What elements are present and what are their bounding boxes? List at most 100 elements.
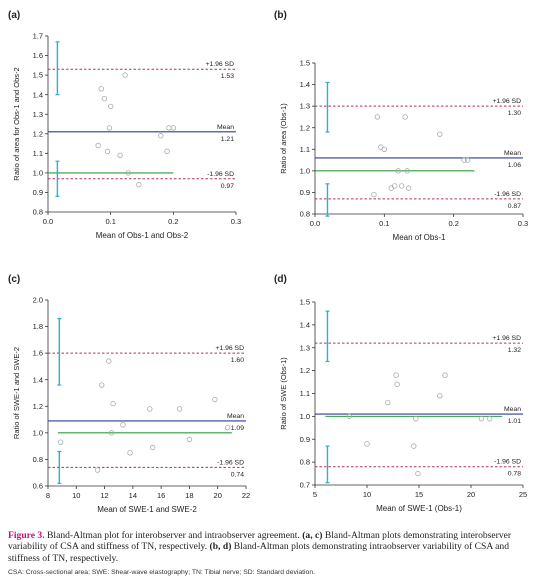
caption-text-1: Bland-Altman plot for interobserver and …	[44, 530, 303, 541]
mean-value: 1.06	[508, 162, 521, 169]
x-tick-label: 0.2	[448, 219, 458, 228]
caption-text-3: Bland-Altman plots demonstrating intraob…	[8, 541, 510, 564]
y-axis-title: Ratio of area for Obs-1 and Obs-2	[12, 67, 21, 180]
y-tick-label: 1.4	[300, 80, 310, 89]
data-point	[487, 415, 493, 422]
data-point	[107, 103, 114, 110]
data-point	[371, 191, 377, 198]
x-tick-label: 0.0	[310, 219, 320, 228]
y-tick-label: 0.7	[300, 481, 310, 490]
upper-sd-value: 1.53	[221, 73, 234, 80]
x-axis-title: Mean of Obs-1	[393, 233, 446, 242]
x-tick-label: 10	[72, 491, 80, 500]
x-axis-title: Mean of Obs-1 and Obs-2	[96, 231, 189, 240]
data-point	[166, 125, 172, 131]
y-tick-label: 1.0	[300, 412, 310, 421]
data-point	[437, 393, 443, 399]
upper-sd-value: 1.60	[231, 357, 244, 364]
y-tick-label: 1.6	[33, 51, 43, 60]
x-tick-label: 12	[100, 491, 108, 500]
data-point	[164, 148, 170, 155]
chart-panel-3: (c) 8 10 12 14 16 18 20 22 0.6 0.8 1.0 1.2 1.4 1.6 1.8 2…	[8, 274, 250, 514]
caption-abbreviations: CSA: Cross-sectional area; SWE: Shear-wa…	[8, 569, 316, 576]
lower-sd-value: 0.74	[231, 471, 244, 478]
data-point	[478, 415, 485, 422]
data-point	[94, 467, 101, 473]
y-tick-label: 0.8	[300, 210, 310, 219]
data-point	[99, 382, 105, 388]
y-tick-label: 0.8	[33, 208, 43, 217]
x-tick-label: 25	[519, 490, 527, 499]
x-tick-label: 15	[415, 490, 423, 499]
chart-panel-4: (d) 5 10 15 20 25 0.7 0.8 0.9 1.0 1.1 1.2 1.3 1.4 1.5 M…	[274, 274, 527, 513]
mean-label: Mean	[504, 150, 521, 157]
y-tick-label: 1.4	[33, 90, 43, 99]
y-tick-label: 1.1	[300, 145, 310, 154]
x-tick-label: 8	[46, 491, 50, 500]
panel-label: (b)	[274, 10, 287, 21]
data-point	[374, 114, 381, 120]
data-point	[176, 406, 183, 412]
y-axis-title: Ratio of area (Obs-1)	[279, 103, 288, 174]
panel-label: (a)	[8, 10, 20, 21]
y-tick-label: 1.6	[33, 349, 43, 358]
y-tick-label: 0.8	[33, 455, 43, 464]
data-point	[120, 422, 126, 428]
x-tick-label: 22	[242, 491, 250, 500]
mean-value: 1.01	[508, 418, 521, 425]
data-point	[461, 157, 467, 163]
data-point	[101, 95, 108, 102]
data-point	[404, 168, 410, 174]
upper-sd-label: +1.96 SD	[492, 98, 521, 105]
data-point	[392, 183, 398, 189]
mean-label: Mean	[217, 124, 234, 131]
x-tick-label: 0.1	[379, 219, 389, 228]
y-tick-label: 0.9	[300, 188, 310, 197]
y-tick-label: 1.0	[300, 166, 310, 175]
data-point	[125, 170, 131, 176]
x-tick-label: 5	[313, 490, 317, 499]
y-tick-label: 1.8	[33, 322, 43, 331]
y-tick-label: 0.6	[33, 482, 43, 491]
data-point	[127, 450, 133, 456]
y-tick-label: 1.2	[300, 366, 310, 375]
y-tick-label: 1.1	[33, 149, 43, 158]
y-tick-label: 1.2	[33, 402, 43, 411]
data-point	[186, 436, 193, 443]
caption-text-2: Bland-Altman plots demonstrating interob…	[8, 530, 512, 553]
upper-sd-label: +1.96 SD	[215, 345, 244, 352]
bland-altman-figure: (a) 0.0 0.1 0.2 0.3 0.8 0.9 1.0 1.1 1.2 1.3 1.4 1.5 1…	[8, 10, 528, 514]
y-axis-title: Ratio of SWE (Obs-1)	[279, 357, 288, 430]
y-tick-label: 1.0	[33, 168, 43, 177]
x-tick-label: 10	[363, 490, 371, 499]
y-tick-label: 1.3	[33, 110, 43, 119]
data-point	[364, 441, 370, 447]
data-point	[58, 439, 64, 445]
data-point	[106, 358, 112, 364]
data-point	[108, 430, 115, 436]
lower-sd-value: 0.78	[508, 471, 521, 478]
data-point	[402, 114, 408, 120]
x-tick-label: 20	[467, 490, 475, 499]
x-tick-label: 20	[214, 491, 222, 500]
x-tick-label: 0.1	[105, 217, 115, 226]
x-tick-label: 14	[129, 491, 137, 500]
y-tick-label: 1.4	[300, 320, 310, 329]
y-tick-label: 1.1	[300, 389, 310, 398]
upper-sd-value: 1.30	[508, 110, 521, 117]
panel-label: (d)	[274, 274, 287, 285]
data-point	[405, 185, 412, 191]
caption-panels-bd: (b, d)	[209, 541, 232, 553]
y-tick-label: 1.3	[300, 343, 310, 352]
data-point	[413, 415, 419, 422]
data-point	[464, 157, 471, 163]
y-tick-label: 1.5	[300, 59, 310, 68]
data-point	[395, 168, 401, 174]
data-point	[110, 400, 116, 407]
data-point	[411, 443, 417, 449]
caption-panels-ac: (a, c)	[302, 530, 323, 541]
y-tick-label: 1.2	[33, 129, 43, 138]
lower-sd-label: -1.96 SD	[207, 171, 234, 178]
y-axis-title: Ratio of SWE-1 and SWE-2	[12, 347, 21, 439]
y-tick-label: 0.8	[300, 458, 310, 467]
